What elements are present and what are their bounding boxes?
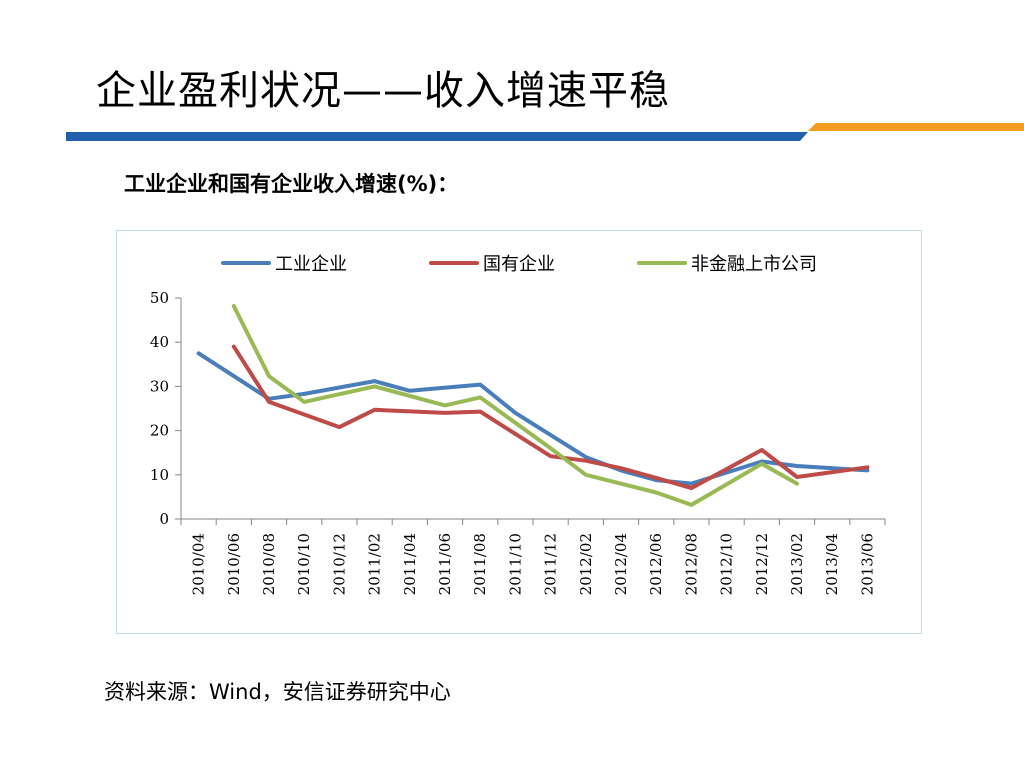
series-line-2 [231, 344, 870, 491]
x-tick-label: 2013/06 [858, 533, 876, 595]
x-tick-label: 2010/10 [295, 533, 313, 595]
x-tick-label: 2011/02 [366, 533, 384, 595]
legend-label-1: 工业企业 [275, 254, 347, 275]
slide-title: 企业盈利状况——收入增速平稳 [96, 68, 670, 114]
x-tick-label: 2012/02 [577, 533, 595, 595]
x-tick-label: 2013/04 [823, 533, 841, 595]
title-rule-orange [808, 123, 1024, 131]
legend-label-2: 国有企业 [483, 254, 555, 275]
x-tick-label: 2012/08 [682, 533, 700, 595]
x-tick-label: 2011/08 [471, 533, 489, 595]
chart-caption: 工业企业和国有企业收入增速(%)： [124, 172, 459, 196]
y-tick-label: 50 [150, 289, 169, 307]
y-tick-label: 20 [150, 422, 169, 440]
chart-frame: 0 10 20 30 40 50 2010/04 2010/06 2010/08 2010/10 2… [116, 230, 922, 634]
x-tick-label: 2012/04 [612, 533, 630, 595]
series-line-3 [231, 304, 799, 507]
x-tick-label: 2010/12 [330, 533, 348, 595]
y-tick-label: 0 [159, 510, 169, 528]
x-tick-label: 2012/10 [718, 533, 736, 595]
x-tick-label: 2010/06 [225, 533, 243, 595]
y-tick-label: 10 [150, 466, 169, 484]
x-tick-label: 2010/04 [190, 533, 208, 595]
x-tick-label: 2013/02 [788, 533, 806, 595]
x-tick-label: 2010/08 [260, 533, 278, 595]
x-tick-label: 2012/12 [753, 533, 771, 595]
title-rule [66, 123, 1024, 141]
x-tick-label: 2012/06 [647, 533, 665, 595]
x-tick-label: 2011/10 [506, 533, 524, 595]
x-tick-label: 2011/06 [436, 533, 454, 595]
x-tick-label: 2011/04 [401, 533, 419, 595]
line-chart: 0 10 20 30 40 50 2010/04 2010/06 2010/08 2010/10 2… [150, 254, 886, 595]
y-tick-label: 30 [150, 377, 169, 395]
series-line-1 [196, 351, 870, 486]
title-rule-blue [66, 132, 808, 141]
x-tick-label: 2011/12 [542, 533, 560, 595]
legend-label-3: 非金融上市公司 [691, 254, 817, 275]
source-note: 资料来源：Wind，安信证券研究中心 [104, 680, 451, 704]
y-tick-label: 40 [150, 333, 169, 351]
